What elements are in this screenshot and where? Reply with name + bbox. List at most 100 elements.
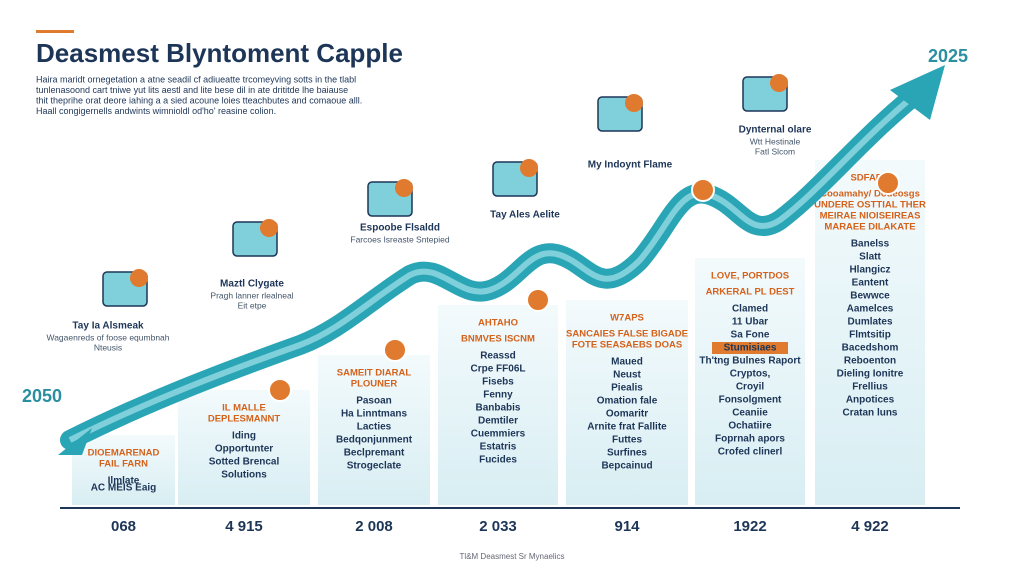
column-item: Lacties <box>357 422 392 433</box>
milestone-label: Dynternal olare <box>739 125 812 136</box>
column-heading: MEIRAE NIOISEIREAS <box>820 211 921 222</box>
column-panel <box>815 160 925 505</box>
column-panel <box>178 390 310 505</box>
intro-line: Haall congigernells andwints wimnioldl o… <box>36 106 276 116</box>
ribbon-marker <box>526 288 550 312</box>
column-year: 068 <box>111 518 136 535</box>
milestone-label: Espoobe Flsaldd <box>360 223 440 234</box>
milestone-note: Farcoes Isreaste Sntepied <box>350 234 449 244</box>
column-item: Flmtsitip <box>849 330 891 341</box>
column-item: Clamed <box>732 304 768 315</box>
ribbon-marker <box>691 178 715 202</box>
column-item: Croyil <box>736 382 765 393</box>
column-panel <box>72 435 175 505</box>
column-item: Opportunter <box>215 444 273 455</box>
milestone-label: Tay Ales Aelite <box>490 210 560 221</box>
column-heading: IL MALLE <box>222 403 266 414</box>
intro-line: Haira maridt ornegetation a atne seadil … <box>36 74 356 84</box>
column-item: Stumisiaes <box>724 343 777 354</box>
column-heading: FOTE SEASAEBS DOAS <box>572 340 682 351</box>
column-item: Bedqonjunment <box>336 435 413 446</box>
column-item: Sa Fone <box>731 330 770 341</box>
column-item: Ilmlate <box>108 476 140 487</box>
footer: Tl&M Deasmest Sr Mynaelics <box>460 552 565 561</box>
column-item: Cryptos, <box>730 369 771 380</box>
column-year: 2 008 <box>355 518 393 535</box>
title: Deasmest Blyntoment Capple <box>36 38 403 68</box>
column-item: Fonsolgment <box>719 395 782 406</box>
column-item: Sotted Brencal <box>209 457 280 468</box>
column-heading: PLOUNER <box>351 379 398 390</box>
column-item: Dumlates <box>847 317 892 328</box>
arrow-head <box>890 65 945 120</box>
column-heading: BNMVES ISCNM <box>461 334 535 345</box>
intro-line: thit theprihe orat deore iahing a a sied… <box>36 95 362 105</box>
column-item: Bepcainud <box>601 461 652 472</box>
column-item: Slatt <box>859 252 881 263</box>
column-item: Banbabis <box>475 403 520 414</box>
column-year: 4 922 <box>851 518 889 535</box>
column-panel <box>695 258 805 505</box>
column-item: Futtes <box>612 435 642 446</box>
column-item: Neust <box>613 370 641 381</box>
milestone-label: Tay Ia Alsmeak <box>72 321 144 332</box>
column-item: Anpotices <box>846 395 895 406</box>
column-item: Surfines <box>607 448 647 459</box>
column-item: Demtiler <box>478 416 518 427</box>
ribbon-marker <box>383 338 407 362</box>
column-item: Fucides <box>479 455 517 466</box>
column-item: Crpe FF06L <box>470 364 525 375</box>
column-item: Fenny <box>483 390 513 401</box>
column-heading: FAIL FARN <box>99 459 148 470</box>
arrow-tail <box>58 428 92 455</box>
column-year: 4 915 <box>225 518 263 535</box>
column-heading: AHTAHO <box>478 318 518 329</box>
column-year: 914 <box>614 518 640 535</box>
column-heading: DIOEMARENAD <box>88 448 160 459</box>
milestone-badge <box>770 74 788 92</box>
column-item: Beclpremant <box>344 448 405 459</box>
ribbon-marker <box>876 171 900 195</box>
milestone-badge <box>395 179 413 197</box>
milestone-note: Wagaenreds of foose equmbnah <box>46 332 169 342</box>
column-heading: UNDERE OSTTIAL THER <box>814 200 926 211</box>
column-item: Reassd <box>480 351 516 362</box>
milestone-badge <box>130 269 148 287</box>
column-item: Foprnah apors <box>715 434 785 445</box>
item-highlight <box>712 342 788 354</box>
column-heading: W7APS <box>610 313 644 324</box>
column-item: Maued <box>611 357 643 368</box>
column-heading: SDFARK <box>850 173 889 184</box>
column-item: Omation fale <box>597 396 658 407</box>
column-item: Ochatiire <box>728 421 772 432</box>
column-item: Bewwce <box>850 291 890 302</box>
column-item: Crofed clinerl <box>718 447 783 458</box>
column-item: Arnite frat Fallite <box>587 422 667 433</box>
milestone-label: My Indoynt Flame <box>588 160 673 171</box>
column-item: Bacedshom <box>842 343 899 354</box>
column-item: Iding <box>232 431 256 442</box>
milestone-note: Nteusis <box>94 342 122 352</box>
column-panel <box>318 355 430 505</box>
column-item: Fisebs <box>482 377 514 388</box>
intro: Haira maridt ornegetation a atne seadil … <box>36 74 362 116</box>
column-panel <box>566 300 688 505</box>
milestone-note: Fatl Slcom <box>755 146 795 156</box>
accent-bar <box>36 30 74 33</box>
column-item: Strogeclate <box>347 461 402 472</box>
column-panel <box>438 305 558 505</box>
column-item: Dieling Ionitre <box>837 369 904 380</box>
ribbon-marker <box>268 378 292 402</box>
milestone-badge <box>260 219 278 237</box>
column-heading: ARKERAL PL DEST <box>706 287 795 298</box>
intro-line: tunlenasoond cart tniwe yut lits aestl a… <box>36 85 348 95</box>
column-item: Th'tng Bulnes Raport <box>699 356 801 367</box>
column-item: Frellius <box>852 382 888 393</box>
column-item: AC MEIS Eaig <box>91 483 157 494</box>
milestone-badge <box>520 159 538 177</box>
trend-highlight <box>68 92 917 443</box>
column-item: Hlangicz <box>849 265 890 276</box>
column-year: 1922 <box>733 518 766 535</box>
